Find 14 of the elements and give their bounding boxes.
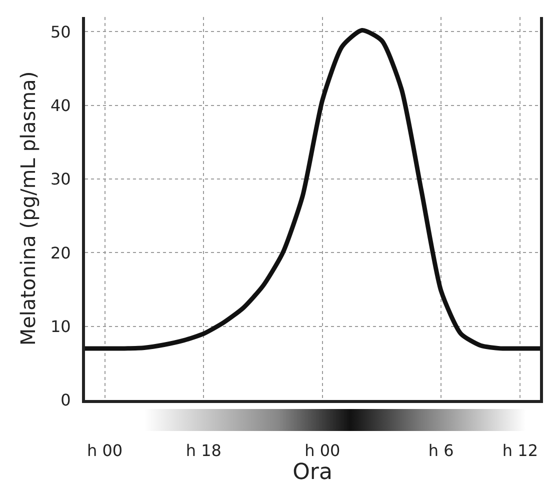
y-axis-title: Melatonina (pg/mL plasma) [16,71,40,346]
y-tick-label: 40 [50,96,71,115]
y-tick-label: 50 [50,22,71,42]
y-tick-label: 30 [50,170,71,189]
line-series [85,28,540,351]
y-tick-label: 0 [60,390,71,410]
x-tick-label: h 18 [186,441,222,460]
x-tick-label: h 00 [86,441,123,460]
y-tick-label: 20 [50,243,71,262]
x-axis-title: Ora [292,460,332,486]
y-tick-label: 10 [50,316,71,336]
x-tick-label: h 00 [304,441,340,460]
x-tick-label: h 12 [502,441,538,460]
x-tick-label: h 6 [428,441,454,460]
